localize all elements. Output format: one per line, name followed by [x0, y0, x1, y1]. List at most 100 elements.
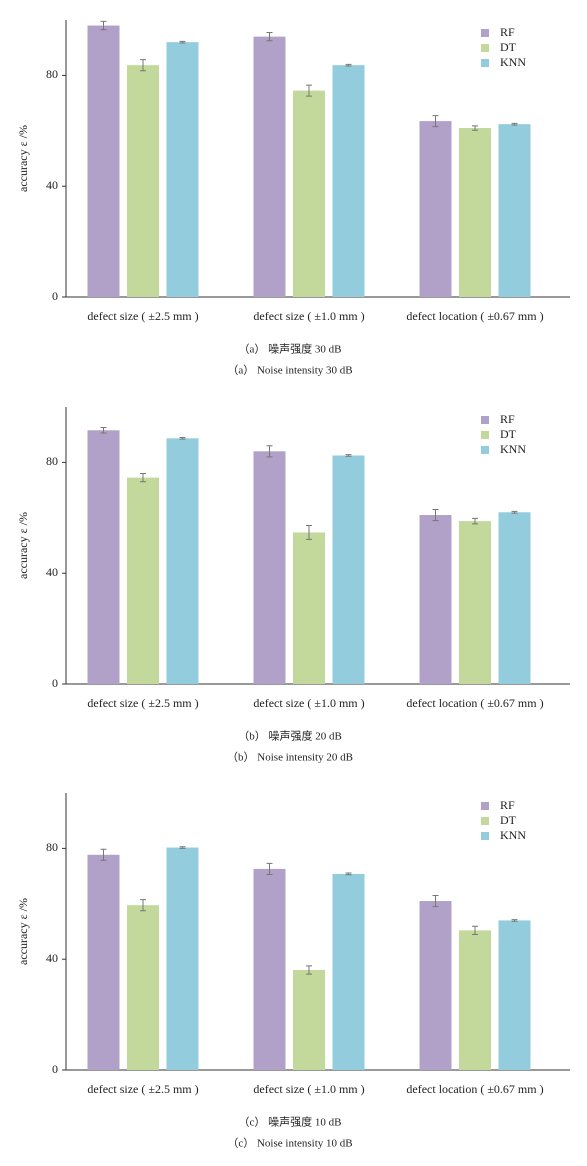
y-axis-label: accuracy ε /%	[16, 125, 30, 192]
error-bar	[140, 59, 146, 72]
bar	[419, 515, 452, 684]
bar	[87, 25, 120, 297]
y-tick-label: 80	[46, 454, 58, 468]
bar	[293, 970, 325, 1070]
caption-en: （c） Noise intensity 10 dB	[227, 1137, 352, 1150]
error-bar	[432, 508, 439, 522]
error-bar	[100, 20, 107, 31]
legend-label: DT	[500, 40, 517, 54]
error-bar	[140, 472, 146, 483]
y-tick-label: 0	[52, 676, 58, 690]
bar	[253, 36, 286, 298]
bar	[293, 532, 325, 684]
legend-swatch	[481, 59, 489, 67]
legend-label: RF	[500, 412, 515, 426]
error-bar	[472, 925, 478, 936]
error-bar	[179, 846, 186, 849]
error-bar	[306, 965, 312, 975]
bar	[459, 930, 491, 1070]
error-bar	[511, 919, 518, 922]
bar	[419, 901, 452, 1070]
error-bar	[472, 125, 478, 131]
x-tick-label: defect location ( ±0.67 mm )	[406, 309, 543, 323]
x-tick-label: defect size ( ±2.5 mm )	[87, 1082, 198, 1096]
y-tick-label: 40	[46, 178, 58, 192]
caption-cn: （c） 噪声强度 10 dB	[239, 1115, 342, 1129]
bar	[332, 873, 365, 1070]
y-axis-label: accuracy ε /%	[16, 898, 30, 965]
legend-swatch	[481, 431, 489, 439]
x-tick-label: defect size ( ±1.0 mm )	[253, 309, 364, 323]
legend-swatch	[481, 832, 489, 840]
error-bar	[306, 525, 312, 540]
legend-label: DT	[500, 813, 517, 827]
caption-en: （a） Noise intensity 30 dB	[227, 364, 352, 377]
bar	[498, 512, 531, 684]
caption-cn: （a） 噪声强度 30 dB	[239, 342, 342, 356]
legend-label: KNN	[500, 828, 526, 842]
bar	[127, 905, 159, 1070]
error-bar	[511, 510, 518, 514]
legend-label: RF	[500, 798, 515, 812]
caption-cn: （b） 噪声强度 20 dB	[238, 729, 342, 743]
legend-swatch	[481, 802, 489, 810]
legend-swatch	[481, 44, 489, 52]
error-bar	[100, 848, 107, 861]
x-tick-label: defect size ( ±2.5 mm )	[87, 696, 198, 710]
bar	[166, 438, 199, 684]
bar	[419, 121, 452, 297]
y-axis-label: accuracy ε /%	[16, 512, 30, 579]
error-bar	[345, 63, 352, 67]
bar	[87, 854, 120, 1070]
error-bar	[432, 115, 439, 128]
error-bar	[100, 426, 107, 434]
y-tick-label: 80	[46, 840, 58, 854]
bar	[127, 65, 159, 297]
legend-swatch	[481, 29, 489, 37]
legend-label: RF	[500, 25, 515, 39]
y-tick-label: 80	[46, 67, 58, 81]
caption-en: （b） Noise intensity 20 dB	[227, 751, 353, 764]
error-bar	[140, 899, 146, 912]
error-bar	[511, 122, 518, 126]
error-bar	[266, 31, 273, 42]
legend-swatch	[481, 817, 489, 825]
legend-label: KNN	[500, 442, 526, 456]
legend-swatch	[481, 446, 489, 454]
y-tick-label: 0	[52, 289, 58, 303]
bar	[253, 868, 286, 1070]
bar	[332, 65, 365, 297]
error-bar	[266, 862, 273, 875]
error-bar	[179, 40, 186, 44]
bar	[127, 477, 159, 684]
bar	[293, 90, 325, 297]
error-bar	[345, 872, 352, 876]
bar	[166, 847, 199, 1070]
error-bar	[306, 84, 312, 97]
legend-swatch	[481, 416, 489, 424]
y-tick-label: 40	[46, 565, 58, 579]
error-bar	[266, 445, 273, 458]
bar	[498, 920, 531, 1070]
y-tick-label: 0	[52, 1062, 58, 1076]
x-tick-label: defect size ( ±1.0 mm )	[253, 1082, 364, 1096]
legend-label: DT	[500, 427, 517, 441]
bar	[253, 451, 286, 684]
bar	[166, 42, 199, 297]
x-tick-label: defect location ( ±0.67 mm )	[406, 696, 543, 710]
bar	[459, 521, 491, 684]
error-bar	[179, 436, 186, 440]
x-tick-label: defect location ( ±0.67 mm )	[406, 1082, 543, 1096]
error-bar	[432, 894, 439, 908]
bar	[87, 430, 120, 684]
error-bar	[345, 454, 352, 457]
error-bar	[472, 517, 478, 525]
y-tick-label: 40	[46, 951, 58, 965]
x-tick-label: defect size ( ±1.0 mm )	[253, 696, 364, 710]
bar	[459, 128, 491, 297]
x-tick-label: defect size ( ±2.5 mm )	[87, 309, 198, 323]
legend-label: KNN	[500, 55, 526, 69]
bar	[498, 124, 531, 297]
bar	[332, 455, 365, 684]
